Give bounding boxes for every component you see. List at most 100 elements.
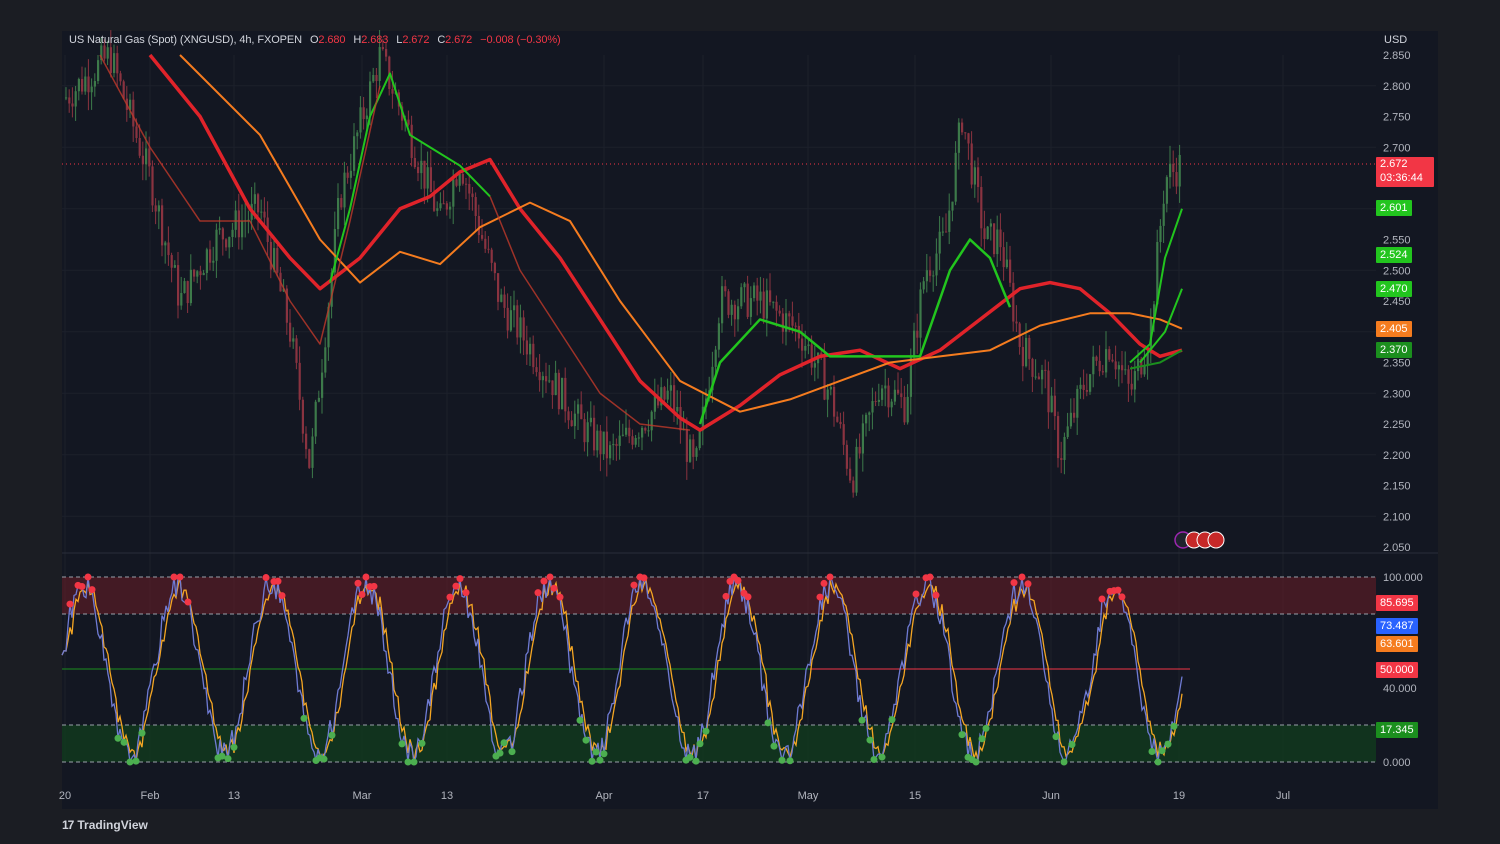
candle-body [506,307,509,331]
candle-body [173,265,176,268]
candle-body [909,357,912,397]
buy-signal-dot [1052,733,1060,741]
candle-body [122,81,125,99]
buy-signal-dot [410,758,418,766]
buy-signal-dot [866,736,874,744]
buy-signal-dot [224,755,232,763]
candle-body [1153,304,1156,318]
candle-body [884,385,887,389]
sell-signal-dot [446,593,454,601]
candle-body [497,273,500,302]
candle-body [615,443,618,446]
candle-body [685,429,688,462]
candle-body [471,193,474,198]
time-tick: Apr [595,790,612,802]
candle-body [711,366,714,391]
tradingview-logo[interactable]: 17 TradingView [62,818,148,832]
candle-body [253,194,256,204]
buy-signal-dot [500,739,508,747]
candle-body [189,269,192,304]
candle-body [333,229,336,273]
candle-body [807,344,810,346]
candle-body [621,434,624,436]
candle-body [765,290,768,319]
buy-signal-dot [888,716,896,724]
candle-body [612,443,615,446]
candle-body [445,203,448,210]
candle-body [1066,426,1069,437]
current-price: 2.672 [1380,158,1408,170]
candle-body [148,148,151,167]
candle-body [948,210,951,232]
candle-body [1146,353,1149,366]
time-tick: 15 [909,790,921,802]
candle-body [823,357,826,400]
price-tick: 2.200 [1383,450,1411,462]
candle-body [343,172,346,208]
osc-value-badge: 63.601 [1376,636,1418,653]
candle-body [759,291,762,301]
candle-body [573,413,576,427]
candle-body [436,208,439,211]
moving-average-line [148,53,1183,432]
candle-body [973,167,976,185]
candle-body [717,323,720,350]
candle-body [826,389,829,400]
osc-tick: 100.000 [1383,572,1423,584]
candle-body [1111,359,1114,362]
buy-signal-dot [870,755,878,763]
moving-average-line [329,72,491,283]
candle-body [941,231,944,233]
candle-body [769,290,772,303]
candle-body [589,417,592,423]
candle-body [311,436,314,468]
candle-body [852,480,855,493]
candle-body [996,229,999,255]
candle-body [666,390,669,400]
buy-signal-dot [418,739,426,747]
candle-body [669,385,672,391]
us-flag-icon[interactable] [1207,531,1225,549]
sell-signal-dot [640,574,648,582]
symbol-legend[interactable]: US Natural Gas (Spot) (XNGUSD), 4h, FXOP… [69,34,561,46]
sell-signal-dot [912,590,920,598]
candle-body [1169,163,1172,178]
candle-body [263,211,266,218]
candle-body [964,132,967,134]
time-axis[interactable]: 20 Feb 13 Mar 13 Apr 17 May 15 Jun 19 Jul [59,790,1290,802]
candle-body [218,228,221,230]
time-tick: 19 [1173,790,1185,802]
candle-body [481,235,484,239]
candle-body [625,427,628,435]
candle-body [1028,337,1031,359]
candle-body [737,306,740,320]
candle-body [804,345,807,351]
candle-body [890,401,893,408]
candle-body [893,389,896,402]
candle-body [221,228,224,240]
candle-body [234,210,237,230]
candle-body [1041,369,1044,380]
oscillator-axis[interactable]: 100.000 40.000 0.000 [1383,572,1423,769]
osc-tick: 40.000 [1383,683,1417,695]
candle-body [753,285,756,299]
candle-body [989,223,992,227]
price-tick: 2.050 [1383,542,1411,554]
candle-body [151,166,154,206]
buy-signal-dot [230,743,238,751]
candle-body [1025,337,1028,367]
candle-body [999,229,1002,248]
moving-averages [99,53,1183,432]
event-flags[interactable] [1174,531,1225,549]
candle-body [698,430,701,449]
price-axis[interactable]: 2.850 2.800 2.750 2.700 2.550 2.500 2.450 2.350… [1383,50,1411,554]
moving-average-line [99,54,381,345]
candle-body [484,238,487,249]
candle-body [746,283,749,317]
candle-body [778,310,781,314]
candle-body [599,430,602,455]
candle-body [541,376,544,381]
candle-body [733,304,736,320]
candle-body [199,271,202,276]
